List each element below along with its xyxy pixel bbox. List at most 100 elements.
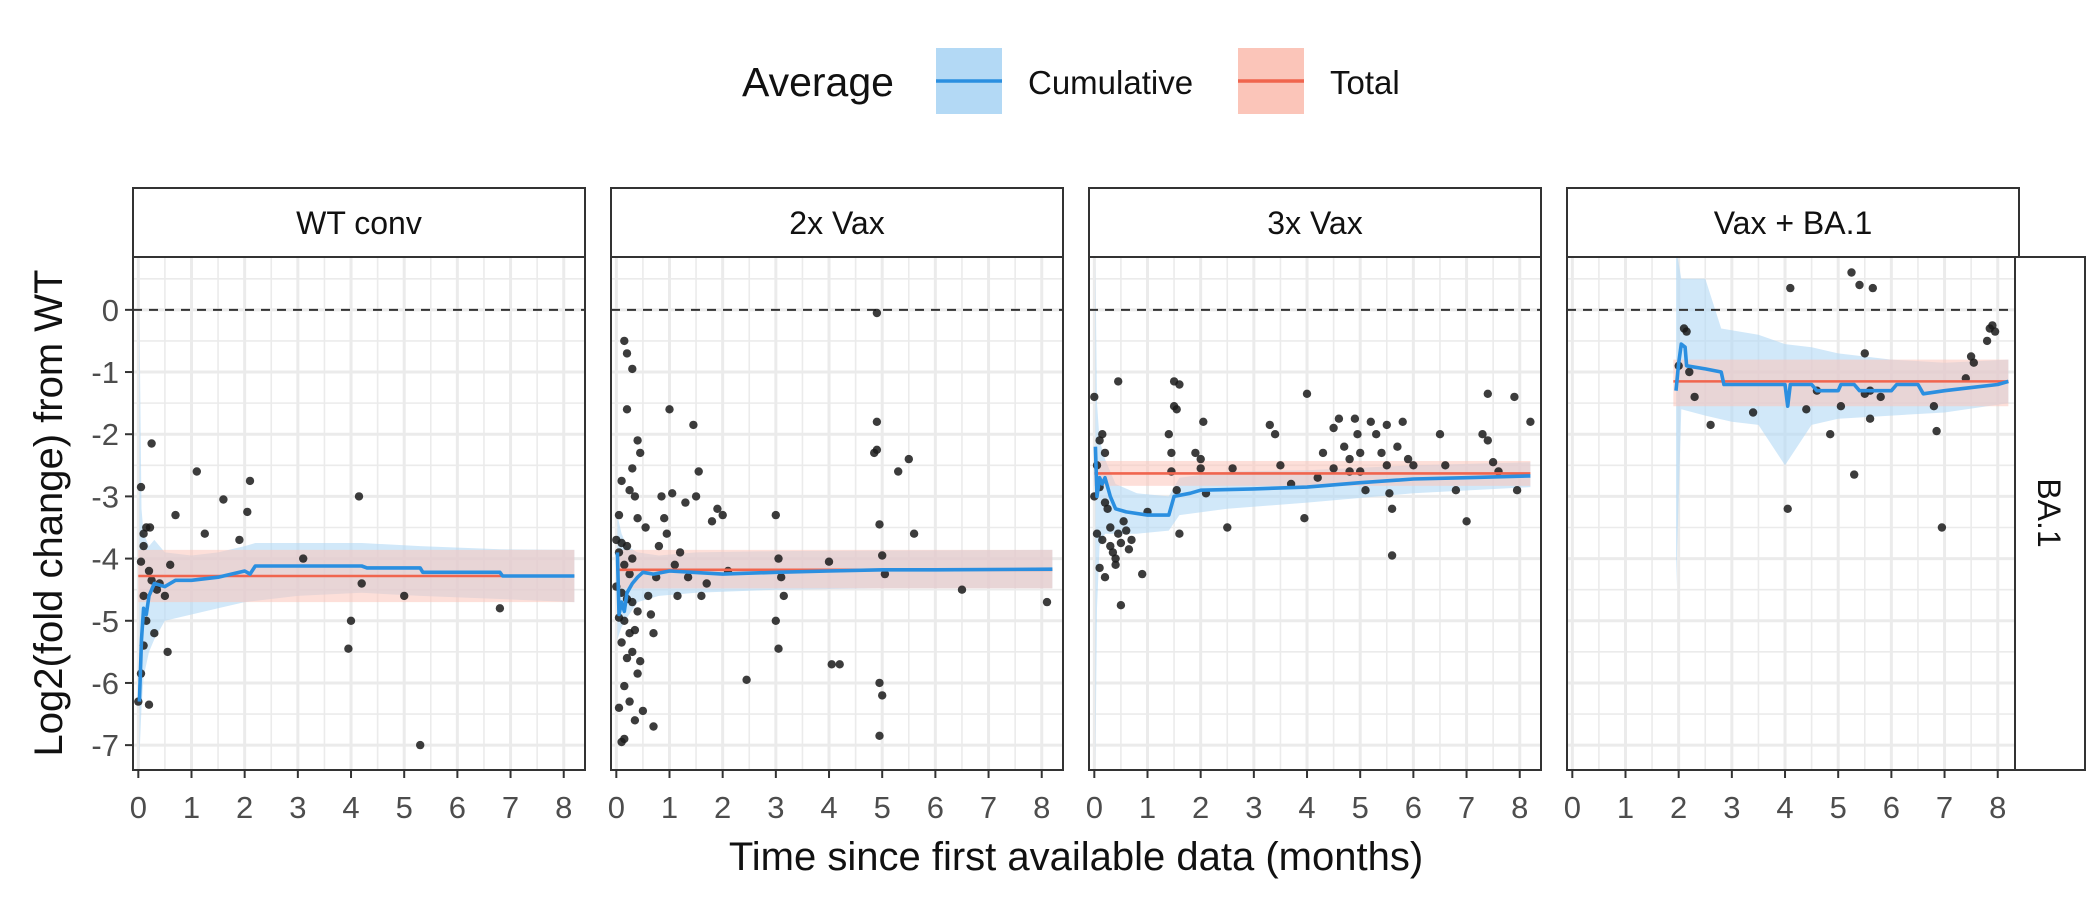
data-point (1270, 430, 1280, 439)
data-point (1382, 461, 1392, 470)
data-point (147, 439, 156, 448)
panel-background (611, 257, 1063, 770)
x-tick-label: 6 (927, 790, 944, 825)
legend-label-total: Total (1330, 64, 1400, 101)
data-point (1313, 473, 1322, 482)
data-point (909, 529, 919, 538)
data-point (163, 647, 172, 657)
data-point (1366, 417, 1376, 426)
data-point (654, 541, 664, 551)
data-point (1276, 461, 1285, 470)
x-tick-label: 5 (396, 790, 413, 825)
data-point (1937, 523, 1947, 532)
data-point (1786, 283, 1795, 293)
x-tick-label: 0 (608, 790, 625, 825)
data-point (1353, 430, 1362, 439)
data-point (1095, 563, 1104, 573)
data-point (622, 405, 632, 414)
data-point (1526, 417, 1535, 426)
data-point (620, 336, 629, 346)
panel-content (611, 308, 1063, 747)
cumulative-ribbon (1676, 257, 2009, 587)
data-point (1228, 464, 1237, 473)
data-point (400, 591, 409, 601)
data-point (1329, 423, 1338, 433)
data-point (1850, 470, 1859, 479)
data-point (1483, 389, 1493, 398)
data-point (742, 675, 751, 684)
panel-content (133, 308, 585, 758)
data-point (1127, 535, 1136, 545)
data-point (139, 541, 148, 551)
data-point (1116, 538, 1126, 548)
data-point (713, 504, 722, 513)
data-point (1042, 597, 1052, 607)
data-point (1350, 414, 1360, 423)
data-point (630, 716, 640, 725)
x-tick-label: 6 (1883, 790, 1900, 825)
data-point (620, 560, 629, 569)
data-point (144, 566, 154, 576)
x-tick-label: 4 (820, 790, 837, 825)
data-point (633, 607, 642, 616)
x-tick-label: 2 (714, 790, 731, 825)
data-point (1340, 442, 1349, 451)
data-point (416, 740, 425, 750)
data-point (1990, 327, 2000, 336)
x-tick-label: 6 (449, 790, 466, 825)
data-point (243, 507, 252, 517)
data-point (872, 445, 882, 454)
data-point (620, 681, 629, 691)
panel-strip-label: 3x Vax (1267, 205, 1362, 241)
y-tick-label: -1 (91, 355, 119, 390)
data-point (1483, 436, 1493, 445)
x-tick-label: 2 (1192, 790, 1209, 825)
data-point (875, 520, 884, 529)
data-point (1124, 545, 1134, 554)
data-point (1265, 420, 1275, 430)
data-point (649, 722, 658, 731)
x-axis-ticks: 0 1 2 3 4 5 6 7 8 (608, 770, 1050, 825)
data-point (957, 585, 967, 594)
data-point (625, 486, 634, 495)
data-point (875, 678, 884, 688)
data-point (878, 551, 887, 560)
data-point (1826, 430, 1835, 439)
x-tick-label: 5 (1830, 790, 1847, 825)
panel-strip-label: Vax + BA.1 (1714, 205, 1873, 241)
data-point (1345, 454, 1354, 464)
data-point (1847, 268, 1856, 277)
data-point (622, 349, 632, 358)
data-point (1510, 392, 1519, 402)
x-tick-label: 7 (980, 790, 997, 825)
x-axis-ticks: 0 1 2 3 4 5 6 7 8 (130, 770, 572, 825)
data-point (633, 669, 642, 678)
data-point (875, 731, 884, 740)
data-point (683, 573, 693, 582)
legend-item-cumulative: Cumulative (936, 48, 1193, 114)
data-point (299, 554, 308, 563)
data-point (1836, 402, 1846, 411)
data-point (166, 560, 175, 569)
y-tick-label: -4 (91, 542, 119, 577)
data-point (1098, 430, 1107, 439)
data-point (904, 454, 913, 464)
data-point (1387, 504, 1397, 513)
data-point (1167, 448, 1176, 458)
y-axis: 0 -1 -2 -3 -4 -5 -6 -7 (91, 293, 133, 763)
data-point (697, 591, 706, 601)
data-point (495, 604, 505, 613)
data-point (1706, 420, 1715, 430)
data-point (1361, 486, 1370, 495)
data-point (1512, 486, 1522, 495)
data-point (668, 489, 677, 498)
y-axis-title: Log2(fold change) from WT (27, 270, 71, 757)
x-tick-label: 1 (183, 790, 200, 825)
data-point (1682, 327, 1691, 336)
data-point (1196, 454, 1205, 464)
x-tick-label: 0 (1086, 790, 1103, 825)
data-point (622, 541, 632, 551)
data-point (691, 492, 701, 501)
data-point (1164, 430, 1174, 439)
